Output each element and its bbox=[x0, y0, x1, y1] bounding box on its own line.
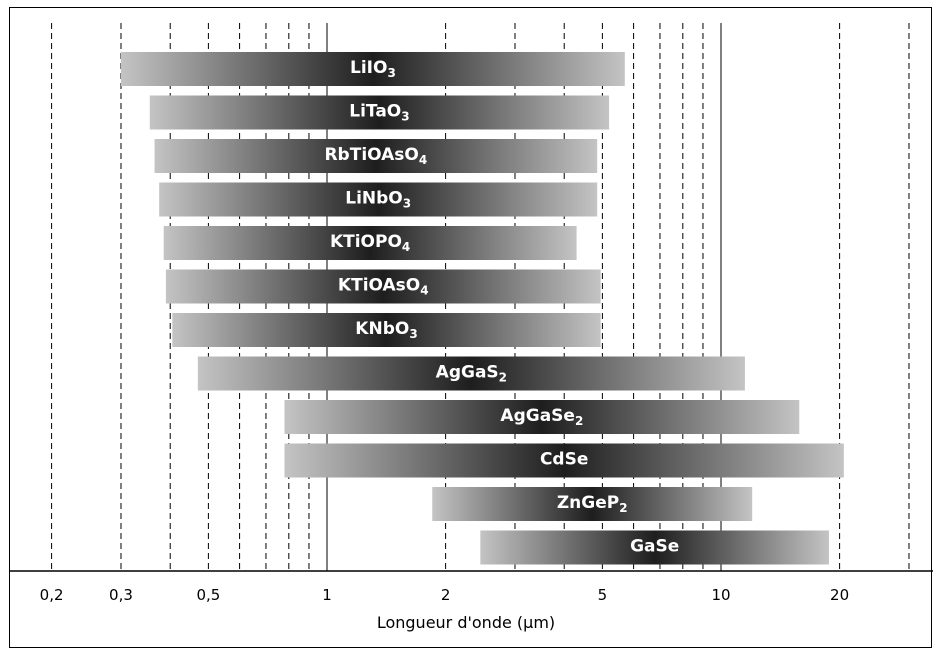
bar-label: AgGaS2 bbox=[436, 363, 507, 385]
bar-label: LiNbO3 bbox=[345, 189, 411, 211]
x-axis-title: Longueur d'onde (µm) bbox=[377, 613, 555, 632]
x-tick-label: 1 bbox=[322, 586, 332, 604]
bar-liio3 bbox=[120, 52, 625, 86]
bar-label: KTiOAsO4 bbox=[338, 276, 429, 298]
wavelength-range-chart: LiIO3 LiTaO3 RbTiOAsO4 LiNbO3 KTiOPO4 KTiOAsO… bbox=[10, 23, 933, 632]
bar-cdse bbox=[284, 443, 844, 478]
bar-label: AgGaSe2 bbox=[500, 406, 583, 428]
bar-label: ZnGeP2 bbox=[557, 493, 628, 515]
bar-litao3 bbox=[149, 95, 610, 130]
bar-label: LiTaO3 bbox=[349, 102, 409, 124]
bar-ktioaso4 bbox=[165, 269, 601, 304]
bar-aggase2 bbox=[284, 400, 800, 434]
bar-gase bbox=[480, 530, 830, 565]
bar-knbo3 bbox=[172, 313, 601, 347]
chart-frame: LiIO3 LiTaO3 RbTiOAsO4 LiNbO3 KTiOPO4 KTiOAsO… bbox=[9, 7, 933, 648]
x-tick-label: 2 bbox=[441, 586, 451, 604]
bar-label: KNbO3 bbox=[355, 319, 417, 341]
x-tick-label: 20 bbox=[830, 586, 849, 604]
bar-label: RbTiOAsO4 bbox=[324, 145, 427, 167]
x-tick-label: 5 bbox=[598, 586, 608, 604]
bar-linbo3 bbox=[159, 182, 598, 217]
bar-label: GaSe bbox=[630, 537, 679, 557]
bar-rbtioaso4 bbox=[154, 139, 598, 173]
x-tick-label: 0,5 bbox=[196, 586, 220, 604]
bar-ktiopo4 bbox=[163, 226, 577, 260]
bar-label: KTiOPO4 bbox=[330, 232, 410, 254]
x-tick-labels: 0,2 0,3 0,5 1 2 5 10 20 bbox=[40, 586, 849, 604]
bars: LiIO3 LiTaO3 RbTiOAsO4 LiNbO3 KTiOPO4 KTiOAsO… bbox=[120, 52, 844, 565]
x-tick-label: 0,2 bbox=[40, 586, 64, 604]
bar-label: LiIO3 bbox=[350, 58, 396, 80]
bar-aggas2 bbox=[197, 356, 745, 391]
bar-zngep2 bbox=[432, 487, 753, 521]
x-tick-label: 10 bbox=[711, 586, 730, 604]
bar-label: CdSe bbox=[540, 450, 588, 470]
x-tick-label: 0,3 bbox=[109, 586, 133, 604]
